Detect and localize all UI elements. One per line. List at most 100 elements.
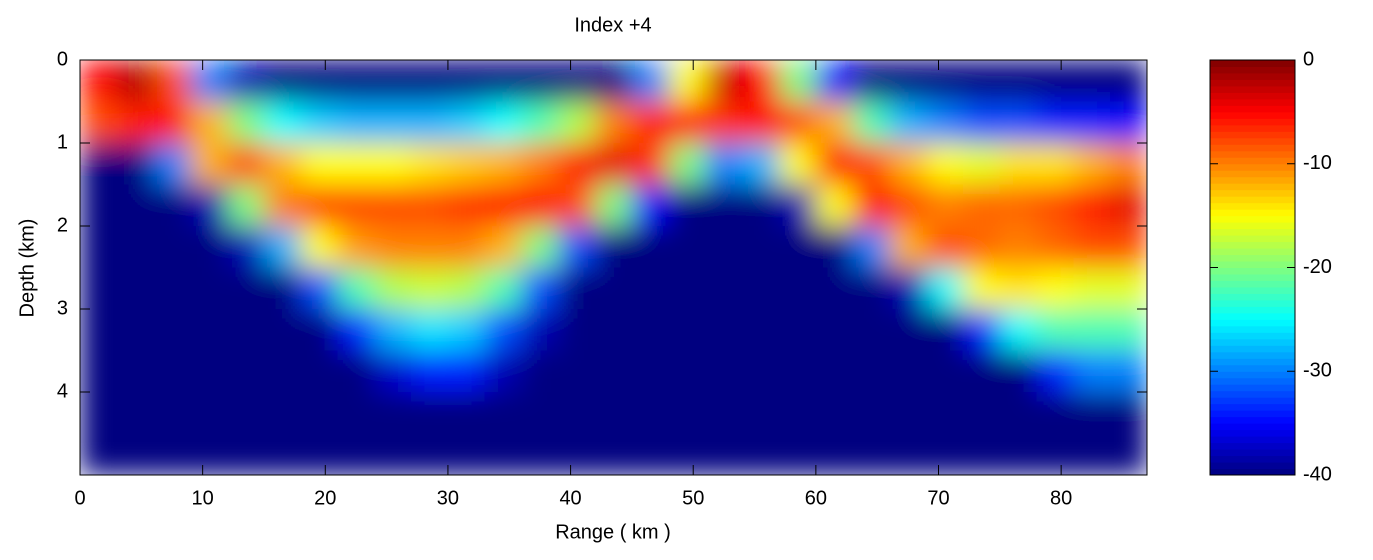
heatmap-cell [668,267,706,310]
heatmap-cell [889,433,927,475]
colorbar-swatch [1210,248,1295,256]
heatmap-cell [595,433,633,475]
heatmap-cell [999,433,1038,475]
heatmap-cell [447,101,486,144]
heatmap-cell [558,226,596,268]
heatmap-cell [558,309,596,351]
heatmap-cell [815,226,854,268]
colorbar-swatch [1210,60,1295,67]
colorbar-swatch [1210,105,1295,113]
heatmap-cell [300,60,339,102]
heatmap-cell [447,392,486,434]
x-tick-label: 0 [74,487,85,509]
heatmap-cell [1110,101,1147,144]
heatmap-cell [999,184,1038,227]
colorbar-swatch [1210,92,1295,100]
heatmap-cell [742,309,780,351]
heatmap-cell [815,309,854,351]
plot-frame [79,59,1148,476]
heatmap-cell [374,309,412,351]
heatmap-cell [116,350,155,393]
heatmap-cell [705,309,743,351]
heatmap-cell [411,350,449,393]
colorbar-swatch [1210,442,1295,450]
heatmap-cell [521,433,559,475]
heatmap-cell [852,184,890,227]
colorbar-tick-label: -40 [1303,463,1332,485]
colorbar-swatch [1210,364,1295,372]
colorbar-swatch [1210,403,1295,411]
heatmap-cell [263,309,302,351]
heatmap-cell [374,350,412,393]
heatmap-cell [705,226,743,268]
heatmap-cell [337,433,375,475]
colorbar-swatch [1210,351,1295,359]
colorbar-swatch [1210,144,1295,152]
heatmap-cell [153,309,191,351]
heatmap-cell [631,350,670,393]
heatmap-cell [116,226,155,268]
heatmap-cell [300,184,339,227]
heatmap-cell [521,143,559,185]
heatmap-cell [300,226,339,268]
heatmap-cell [668,433,706,475]
heatmap-cell [779,350,817,393]
heatmap-cell [926,309,964,351]
heatmap-cell [1110,184,1147,227]
y-tick-label: 1 [57,131,68,153]
heatmap-cell [337,226,375,268]
heatmap-cell [116,309,155,351]
heatmap-cell [190,267,228,310]
heatmap-cell [227,101,265,144]
heatmap-cell [263,60,302,102]
heatmap-cell [963,350,1001,393]
heatmap-cell [779,143,817,185]
colorbar-swatch [1210,124,1295,132]
colorbar-swatch [1210,436,1295,444]
heatmap-cell [337,267,375,310]
heatmap-cell [484,226,523,268]
heatmap-cell [705,60,743,102]
heatmap-cell [668,101,706,144]
heatmap-cell [263,392,302,434]
heatmap-cell [815,143,854,185]
heatmap-cell [926,60,964,102]
heatmap-cell [484,267,523,310]
heatmap-cell [779,60,817,102]
heatmap-cell [779,226,817,268]
colorbar-swatch [1210,254,1295,262]
heatmap-cell [779,267,817,310]
heatmap-cell [926,267,964,310]
heatmap-cell [705,184,743,227]
heatmap-cell [631,143,670,185]
heatmap-cell [558,60,596,102]
heatmap-cell [447,267,486,310]
heatmap-cell [263,350,302,393]
heatmap-cell [999,267,1038,310]
heatmap-cell [153,350,191,393]
colorbar-swatch [1210,183,1295,191]
colorbar-tick-label: -30 [1303,360,1332,382]
heatmap-cell [80,101,118,144]
heatmap-cell [1036,60,1074,102]
heatmap-cell [558,101,596,144]
heatmap-cell [852,143,890,185]
colorbar-swatch [1210,299,1295,307]
heatmap-cell [999,226,1038,268]
heatmap-cell [963,143,1001,185]
colorbar-swatch [1210,176,1295,184]
heatmap-cell [263,433,302,475]
heatmap-cell [668,309,706,351]
heatmap-cell [521,101,559,144]
heatmap-cell [300,309,339,351]
heatmap-cell [153,184,191,227]
heatmap-cell [227,60,265,102]
heatmap-cell [190,143,228,185]
colorbar-swatch [1210,150,1295,158]
heatmap-cell [484,350,523,393]
heatmap-cell [595,226,633,268]
colorbar: 0 -10 -20 -30 -40 [1209,48,1332,485]
heatmap-cell [190,60,228,102]
heatmap-cell [227,350,265,393]
